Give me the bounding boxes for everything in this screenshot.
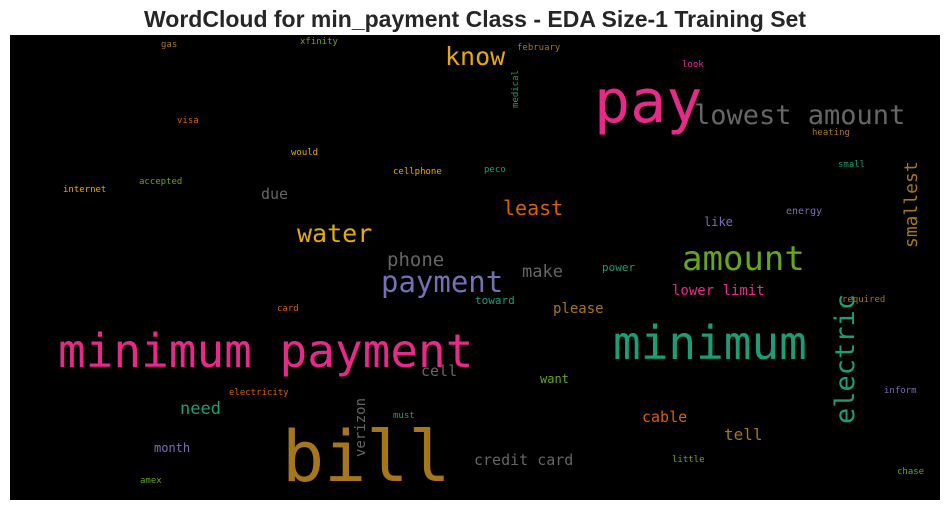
word-energy: energy (786, 206, 823, 217)
word-make: make (522, 262, 563, 282)
word-minimum-payment: minimum payment (58, 324, 474, 378)
word-lowest-amount: lowest amount (694, 100, 906, 131)
word-bill: bill (282, 416, 451, 498)
word-gas: gas (161, 40, 178, 50)
word-credit-card: credit card (474, 451, 574, 469)
word-due: due (261, 185, 289, 203)
word-look: look (682, 60, 704, 70)
word-like: like (704, 215, 733, 229)
word-small: small (838, 160, 866, 170)
word-want: want (540, 372, 569, 386)
word-cloud: minimum payment bill minimum pay lowest amou… (10, 35, 940, 500)
word-heating: heating (812, 128, 850, 138)
word-cell: cell (421, 362, 458, 380)
word-lower-limit: lower limit (672, 283, 765, 299)
word-verizon: verizon (353, 397, 369, 457)
word-pay: pay (594, 67, 703, 137)
word-little: little (672, 455, 705, 465)
word-medical: medical (511, 70, 521, 108)
word-least: least (503, 196, 564, 220)
word-internet: internet (63, 185, 107, 195)
word-chase: chase (897, 467, 925, 477)
word-power: power (602, 261, 636, 274)
word-must: must (393, 411, 415, 421)
word-minimum: minimum (613, 316, 807, 370)
word-tell: tell (724, 425, 763, 444)
word-required: required (842, 295, 886, 305)
word-phone: phone (387, 249, 445, 271)
word-please: please (553, 301, 604, 317)
word-visa: visa (177, 116, 199, 126)
word-would: would (291, 148, 319, 158)
word-electric: electric (830, 293, 861, 424)
word-amount: amount (682, 239, 805, 279)
word-cellphone: cellphone (393, 167, 442, 177)
word-xfinity: xfinity (300, 37, 338, 47)
word-inform: inform (884, 386, 917, 396)
word-toward: toward (475, 294, 515, 307)
word-smallest: smallest (901, 161, 922, 248)
word-electricity: electricity (229, 388, 289, 398)
word-card: card (277, 304, 299, 314)
word-peco: peco (484, 165, 506, 175)
word-water: water (297, 219, 373, 248)
word-cable: cable (642, 408, 688, 426)
chart-title: WordCloud for min_payment Class - EDA Si… (144, 6, 806, 32)
word-amex: amex (140, 476, 162, 486)
word-know: know (445, 42, 506, 71)
word-accepted: accepted (139, 177, 183, 187)
word-month: month (154, 441, 191, 455)
word-february: february (517, 43, 561, 53)
word-need: need (180, 399, 221, 419)
word-payment: payment (381, 265, 504, 299)
